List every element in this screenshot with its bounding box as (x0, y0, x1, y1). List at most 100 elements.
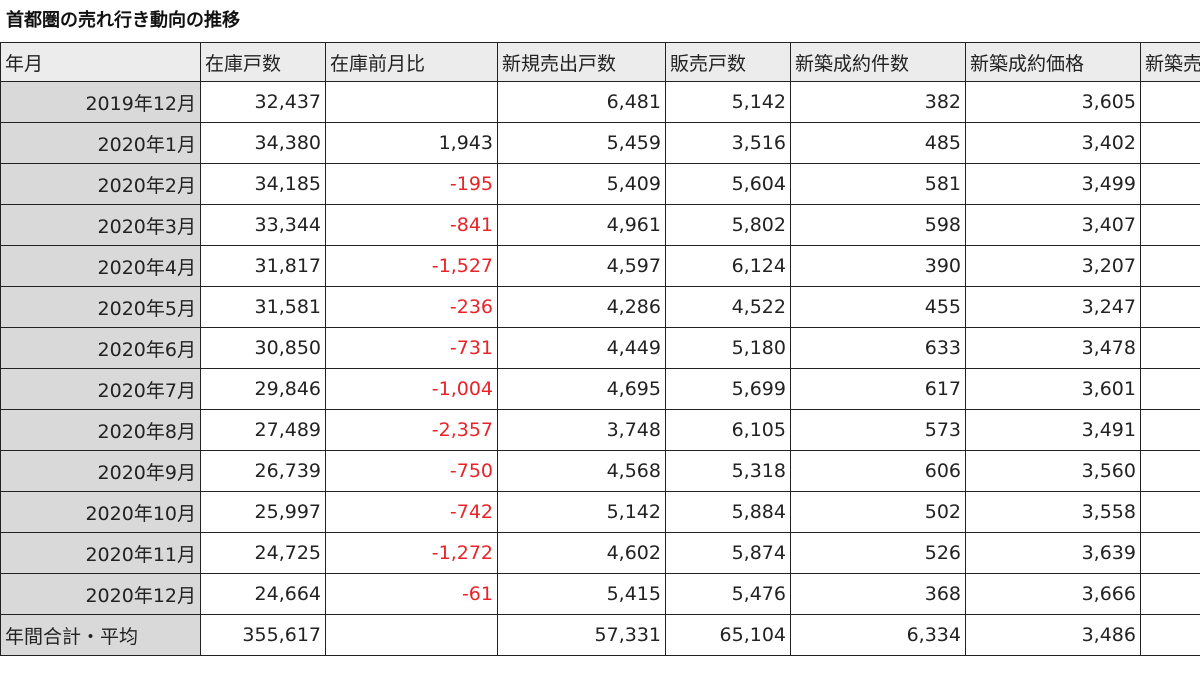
table-cell: 606 (790, 450, 966, 492)
table-cell: 633 (790, 327, 966, 369)
table-cell: 3,639 (965, 532, 1141, 574)
row-label: 2020年8月 (0, 409, 201, 451)
table-cell: 4,597 (497, 245, 666, 287)
table-cell: 34,185 (200, 163, 326, 205)
table-cell: 4,522 (665, 286, 791, 328)
table-row: 年間合計・平均 355,617 57,331 65,104 6,334 3,486 (0, 614, 1200, 656)
table-body: 2019年12月 32,437 6,481 5,142 382 3,605 2020年1月 3… (0, 81, 1200, 656)
table-cell: 390 (790, 245, 966, 287)
table-cell: 3,486 (965, 614, 1141, 656)
table-cell: 617 (790, 368, 966, 410)
table-cell: 5,884 (665, 491, 791, 533)
table-cell: 32,437 (200, 81, 326, 123)
row-label: 2019年12月 (0, 81, 201, 123)
table-cell: 65,104 (665, 614, 791, 656)
table-cell (1140, 532, 1200, 574)
table-cell: -2,357 (325, 409, 498, 451)
row-label: 2020年7月 (0, 368, 201, 410)
table-cell: 30,850 (200, 327, 326, 369)
table-cell: 57,331 (497, 614, 666, 656)
table-row: 2019年12月 32,437 6,481 5,142 382 3,605 (0, 81, 1200, 123)
table-cell: 5,459 (497, 122, 666, 164)
header-cell: 年月 (0, 42, 201, 82)
table-cell: 31,581 (200, 286, 326, 328)
table-cell (1140, 614, 1200, 656)
header-cell: 新規売出戸数 (497, 42, 666, 82)
table-cell: 355,617 (200, 614, 326, 656)
table-cell (1140, 204, 1200, 246)
table-cell (325, 614, 498, 656)
table-cell: 4,449 (497, 327, 666, 369)
table-cell: 3,402 (965, 122, 1141, 164)
row-label: 年間合計・平均 (0, 614, 201, 656)
row-label: 2020年3月 (0, 204, 201, 246)
header-cell: 新築売 (1140, 42, 1200, 82)
table-cell (1140, 491, 1200, 533)
table-cell: 4,568 (497, 450, 666, 492)
row-label: 2020年6月 (0, 327, 201, 369)
table-cell: 1,943 (325, 122, 498, 164)
table-cell: 29,846 (200, 368, 326, 410)
table-cell: 3,748 (497, 409, 666, 451)
table-cell: -236 (325, 286, 498, 328)
header-cell: 販売戸数 (665, 42, 791, 82)
table-row: 2020年8月 27,489 -2,357 3,748 6,105 573 3,491 (0, 409, 1200, 451)
table-cell: 3,247 (965, 286, 1141, 328)
table-cell: 6,481 (497, 81, 666, 123)
table-cell: 3,560 (965, 450, 1141, 492)
table-cell: 34,380 (200, 122, 326, 164)
table-cell: 5,142 (665, 81, 791, 123)
table-row: 2020年10月 25,997 -742 5,142 5,884 502 3,558 (0, 491, 1200, 533)
header-cell: 在庫戸数 (200, 42, 326, 82)
table-cell: 6,105 (665, 409, 791, 451)
table-row: 2020年2月 34,185 -195 5,409 5,604 581 3,499 (0, 163, 1200, 205)
table-cell: -1,004 (325, 368, 498, 410)
table-cell: -1,272 (325, 532, 498, 574)
table-cell: 5,699 (665, 368, 791, 410)
table-cell (1140, 327, 1200, 369)
table-cell: 4,602 (497, 532, 666, 574)
table-row: 2020年12月 24,664 -61 5,415 5,476 368 3,666 (0, 573, 1200, 615)
table-cell: -841 (325, 204, 498, 246)
table-cell: 25,997 (200, 491, 326, 533)
table-cell: 455 (790, 286, 966, 328)
table-cell: 4,961 (497, 204, 666, 246)
table-cell: 3,666 (965, 573, 1141, 615)
row-label: 2020年2月 (0, 163, 201, 205)
table-cell (325, 81, 498, 123)
table-cell: 573 (790, 409, 966, 451)
row-label: 2020年9月 (0, 450, 201, 492)
table-cell: 3,207 (965, 245, 1141, 287)
table-cell: 3,601 (965, 368, 1141, 410)
table-cell: 6,124 (665, 245, 791, 287)
row-label: 2020年12月 (0, 573, 201, 615)
table-cell: 3,499 (965, 163, 1141, 205)
table-cell: -750 (325, 450, 498, 492)
table-cell: 581 (790, 163, 966, 205)
table-cell (1140, 368, 1200, 410)
table-cell: 5,142 (497, 491, 666, 533)
table-cell: -731 (325, 327, 498, 369)
table-cell: 3,478 (965, 327, 1141, 369)
table-cell: 5,180 (665, 327, 791, 369)
table-row: 2020年1月 34,380 1,943 5,459 3,516 485 3,402 (0, 122, 1200, 164)
table-cell: 3,558 (965, 491, 1141, 533)
table-cell: 5,604 (665, 163, 791, 205)
table-cell: 3,605 (965, 81, 1141, 123)
table-cell: -1,527 (325, 245, 498, 287)
row-label: 2020年10月 (0, 491, 201, 533)
header-cell: 新築成約件数 (790, 42, 966, 82)
table-row: 2020年11月 24,725 -1,272 4,602 5,874 526 3,639 (0, 532, 1200, 574)
table-cell: 31,817 (200, 245, 326, 287)
table-cell (1140, 450, 1200, 492)
table-cell: 26,739 (200, 450, 326, 492)
header-cell: 在庫前月比 (325, 42, 498, 82)
table-row: 2020年4月 31,817 -1,527 4,597 6,124 390 3,207 (0, 245, 1200, 287)
table-cell: 3,407 (965, 204, 1141, 246)
table-cell: 5,476 (665, 573, 791, 615)
data-table: 年月 在庫戸数 在庫前月比 新規売出戸数 販売戸数 新築成約件数 新築成約価格 新築売 201… (0, 42, 1200, 656)
table-row: 2020年6月 30,850 -731 4,449 5,180 633 3,478 (0, 327, 1200, 369)
row-label: 2020年5月 (0, 286, 201, 328)
table-cell (1140, 122, 1200, 164)
